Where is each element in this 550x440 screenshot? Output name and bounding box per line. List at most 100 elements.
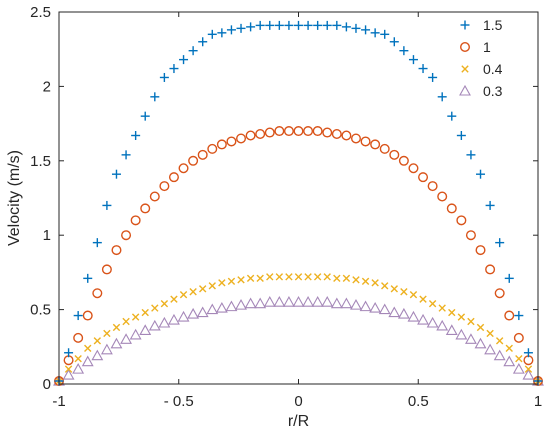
- data-point: [121, 230, 132, 241]
- data-point: [92, 238, 102, 248]
- axes: -1 - 0.5 0 0.5 1 0 0.5 1 1.5 2 2.5: [30, 4, 542, 410]
- data-point: [111, 245, 122, 256]
- legend-label: 0.3: [483, 83, 503, 99]
- y-tick-label: 2.5: [30, 4, 51, 21]
- data-point: [150, 92, 160, 102]
- data-point: [103, 329, 111, 338]
- data-point: [407, 310, 420, 322]
- data-point: [151, 304, 159, 312]
- data-point: [293, 126, 304, 137]
- data-point: [436, 319, 449, 331]
- data-point: [485, 264, 496, 275]
- data-point: [83, 273, 93, 283]
- data-point: [254, 297, 267, 309]
- data-point: [245, 130, 256, 141]
- data-point: [170, 295, 178, 303]
- data-point: [456, 131, 466, 141]
- y-tick-label: 0.5: [30, 302, 51, 319]
- data-point: [246, 274, 255, 283]
- data-point: [418, 172, 429, 183]
- data-point: [340, 297, 353, 309]
- data-point: [64, 365, 73, 373]
- data-point: [110, 337, 123, 349]
- data-point: [188, 155, 199, 166]
- data-point: [93, 337, 102, 345]
- data-point: [331, 129, 342, 140]
- data-point: [292, 296, 305, 307]
- data-point: [513, 332, 524, 343]
- data-point: [333, 274, 341, 283]
- data-point: [226, 136, 237, 147]
- data-point: [274, 20, 284, 30]
- data-point: [467, 317, 475, 326]
- data-point: [236, 133, 247, 144]
- data-point: [361, 25, 371, 35]
- data-point: [236, 23, 246, 33]
- data-point: [504, 273, 514, 283]
- data-point: [284, 20, 294, 30]
- data-point: [381, 282, 389, 290]
- data-point: [139, 324, 152, 335]
- data-point: [457, 313, 466, 321]
- data-point: [342, 274, 351, 283]
- data-point: [62, 368, 75, 380]
- data-point: [187, 307, 200, 319]
- legend-marker: [459, 84, 471, 96]
- legend-marker: [460, 20, 470, 30]
- data-point: [130, 215, 141, 226]
- data-point: [73, 311, 83, 321]
- data-point: [417, 313, 429, 325]
- data-point: [196, 306, 209, 318]
- data-point: [168, 313, 180, 325]
- data-point: [199, 285, 207, 293]
- data-point: [122, 317, 130, 326]
- data-point: [485, 200, 495, 210]
- data-point: [282, 296, 295, 307]
- data-point: [388, 306, 401, 318]
- data-point: [72, 362, 85, 374]
- data-point: [455, 328, 468, 340]
- data-point: [312, 126, 323, 137]
- data-point: [82, 310, 93, 321]
- legend-label: 0.4: [483, 61, 503, 77]
- data-point: [189, 288, 197, 296]
- legend-label: 1.5: [483, 17, 503, 33]
- series-1: [54, 126, 544, 387]
- data-point: [215, 301, 228, 313]
- data-point: [512, 362, 525, 374]
- data-point: [476, 169, 486, 179]
- data-point: [378, 303, 391, 315]
- y-tick-label: 1.5: [30, 153, 51, 170]
- data-point: [74, 355, 82, 363]
- data-point: [294, 273, 303, 281]
- data-point: [303, 20, 313, 30]
- data-point: [101, 264, 112, 275]
- data-point: [179, 291, 188, 299]
- data-point: [197, 149, 208, 160]
- data-point: [198, 37, 208, 47]
- data-point: [398, 155, 409, 166]
- data-point: [159, 181, 170, 192]
- data-point: [369, 301, 382, 313]
- data-point: [418, 64, 428, 74]
- data-point: [428, 299, 437, 308]
- data-point: [495, 337, 504, 345]
- data-point: [275, 273, 284, 281]
- y-axis-label: Velocity (m/s): [6, 150, 23, 246]
- data-point: [255, 20, 265, 30]
- data-point: [370, 139, 381, 150]
- data-point: [352, 276, 360, 284]
- data-point: [400, 288, 408, 296]
- data-point: [273, 296, 286, 307]
- data-point: [495, 238, 505, 248]
- data-point: [266, 273, 274, 281]
- data-point: [359, 300, 372, 312]
- data-point: [102, 200, 112, 210]
- data-point: [225, 300, 238, 312]
- data-point: [321, 296, 334, 307]
- data-point: [304, 273, 312, 281]
- data-point: [120, 333, 132, 344]
- data-point: [456, 215, 467, 226]
- data-point: [188, 46, 198, 56]
